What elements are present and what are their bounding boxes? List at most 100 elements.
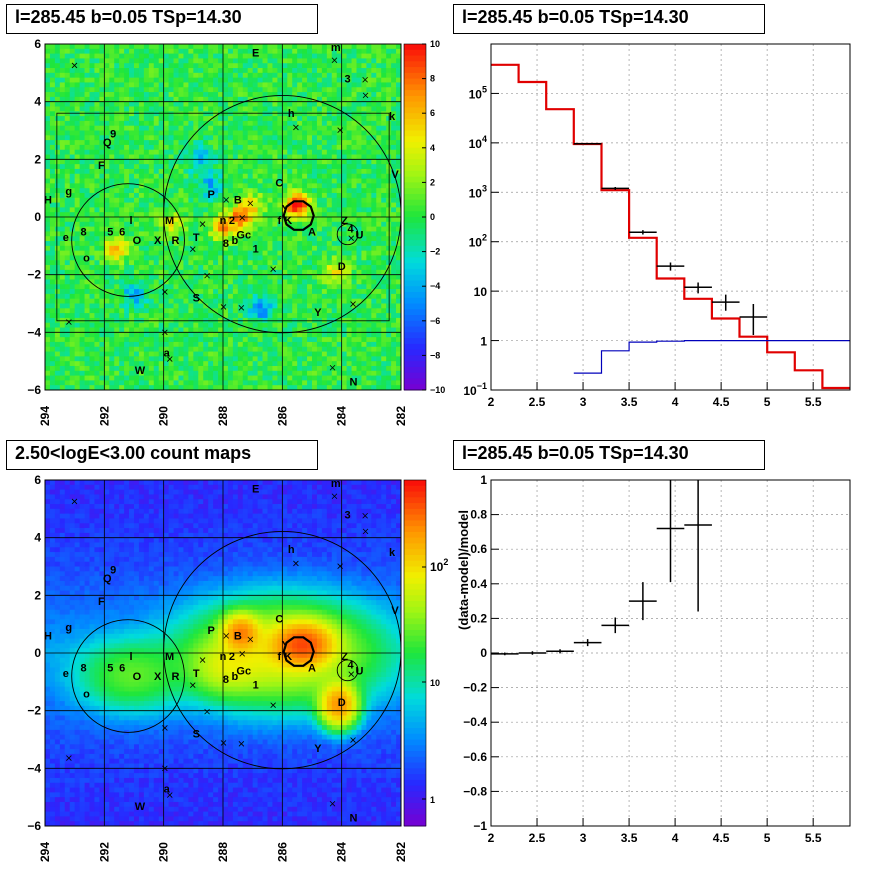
x-tick-label: 2.5 (529, 831, 546, 845)
source-label: E (252, 48, 259, 60)
source-cross (331, 493, 338, 500)
data-point (601, 186, 630, 190)
source-cross (337, 127, 343, 133)
y-tick-label: 0.2 (470, 611, 487, 625)
source-cross (223, 197, 230, 203)
source-cross (238, 740, 245, 747)
colorbar-tick: 102 (430, 557, 448, 574)
source-label: D (338, 697, 346, 709)
source-cross (293, 124, 299, 131)
source-circle (336, 223, 359, 246)
source-cross (350, 737, 356, 743)
source-cross (166, 792, 173, 798)
source-cross (199, 221, 206, 227)
x-tick-label: 2.5 (529, 395, 546, 409)
y-tick-label: −6 (27, 819, 41, 833)
x-tick-label: 286 (275, 406, 289, 426)
spectrum-plot: 2 2.5 3 3.5 4 4.5 5 5.5 10−1 1 10 102 103 104 105 (463, 43, 851, 409)
source-label: 4 (348, 660, 355, 672)
source-label: 8 (223, 674, 229, 686)
source-cross (293, 560, 299, 567)
y-tick-label: −0.8 (463, 784, 487, 798)
source-cross (204, 708, 210, 715)
source-label: a (164, 784, 171, 796)
x-tick-label: 288 (216, 842, 230, 862)
x-tick-label: 4.5 (713, 395, 730, 409)
grid (491, 44, 850, 390)
source-label: 3 (345, 510, 351, 522)
source-label: 8 (223, 238, 229, 250)
source-label: V (391, 169, 399, 181)
source-label: m (331, 478, 341, 490)
source-label: e (63, 668, 69, 680)
y-tick-label: 4 (34, 531, 41, 545)
y-tick-label: 1 (480, 335, 487, 349)
x-tick-label: 4.5 (713, 831, 730, 845)
x-tick-label: 282 (394, 406, 408, 426)
ratio-point (491, 652, 519, 656)
x-tick-label: 3.5 (621, 831, 638, 845)
data-point (629, 230, 657, 235)
y-tick-label: −0.2 (463, 681, 487, 695)
source-label: 1 (253, 680, 259, 692)
panel-title-count-map: 2.50<logE<3.00 count maps (6, 440, 318, 470)
x-tick-label: 5 (764, 831, 771, 845)
source-cross (66, 755, 72, 761)
source-label: P (207, 625, 214, 637)
source-label: Z (341, 651, 348, 663)
source-cross (337, 563, 343, 569)
source-label: O (133, 235, 142, 247)
source-cross (166, 356, 173, 362)
y-tick-label: 4 (34, 95, 41, 109)
ratio-point (573, 639, 602, 647)
source-cross (362, 528, 369, 535)
x-tick-label: 286 (275, 842, 289, 862)
source-label: C (275, 613, 283, 625)
source-label: B (234, 195, 242, 207)
source-cross (220, 304, 227, 310)
colorbar-tick: 8 (430, 74, 435, 84)
data-point (684, 282, 712, 294)
source-cross (223, 633, 230, 639)
source-cross (362, 92, 369, 99)
x-tick-label: 292 (97, 406, 111, 426)
ratio-point (546, 649, 574, 654)
colorbar-tick: −2 (430, 247, 440, 257)
source-label: a (164, 348, 171, 360)
source-label: T (193, 232, 200, 244)
source-label: 9 (110, 128, 116, 140)
colorbar-tick: 6 (430, 108, 435, 118)
y-tick-label: −0.6 (463, 750, 487, 764)
source-label: K (284, 651, 292, 663)
x-tick-label: 284 (335, 842, 349, 862)
source-cross (239, 215, 245, 221)
model-total-line (491, 63, 850, 390)
source-label: n (220, 651, 227, 663)
source-label: X (154, 235, 162, 247)
ratio-plot: 2 2.5 3 3.5 4 4.5 5 5.5 1 0.8 0.6 0.4 0.2 0 −0.2 −0.4 −0… (456, 473, 851, 845)
source-label: S (193, 293, 200, 305)
colorbar-tick: −10 (430, 385, 445, 395)
source-label: M (165, 651, 174, 663)
source-label: Y (282, 203, 290, 215)
x-tick-label: 4 (672, 395, 679, 409)
source-label: O (133, 671, 142, 683)
source-label: T (193, 668, 200, 680)
source-label: K (284, 215, 292, 227)
y-tick-label: −2 (27, 268, 41, 282)
colorbar-tick: −4 (430, 281, 440, 291)
source-label: h (288, 108, 295, 120)
ratio-point (684, 480, 712, 612)
source-label: E (252, 484, 259, 496)
source-label: k (389, 111, 396, 123)
y-tick-label: 0.6 (470, 542, 487, 556)
data-point (739, 303, 768, 335)
source-label: g (65, 186, 72, 198)
source-label: A (308, 662, 316, 674)
source-label: M (165, 215, 174, 227)
source-label: m (331, 42, 341, 54)
source-label: U (355, 665, 363, 677)
source-cross (247, 636, 254, 643)
